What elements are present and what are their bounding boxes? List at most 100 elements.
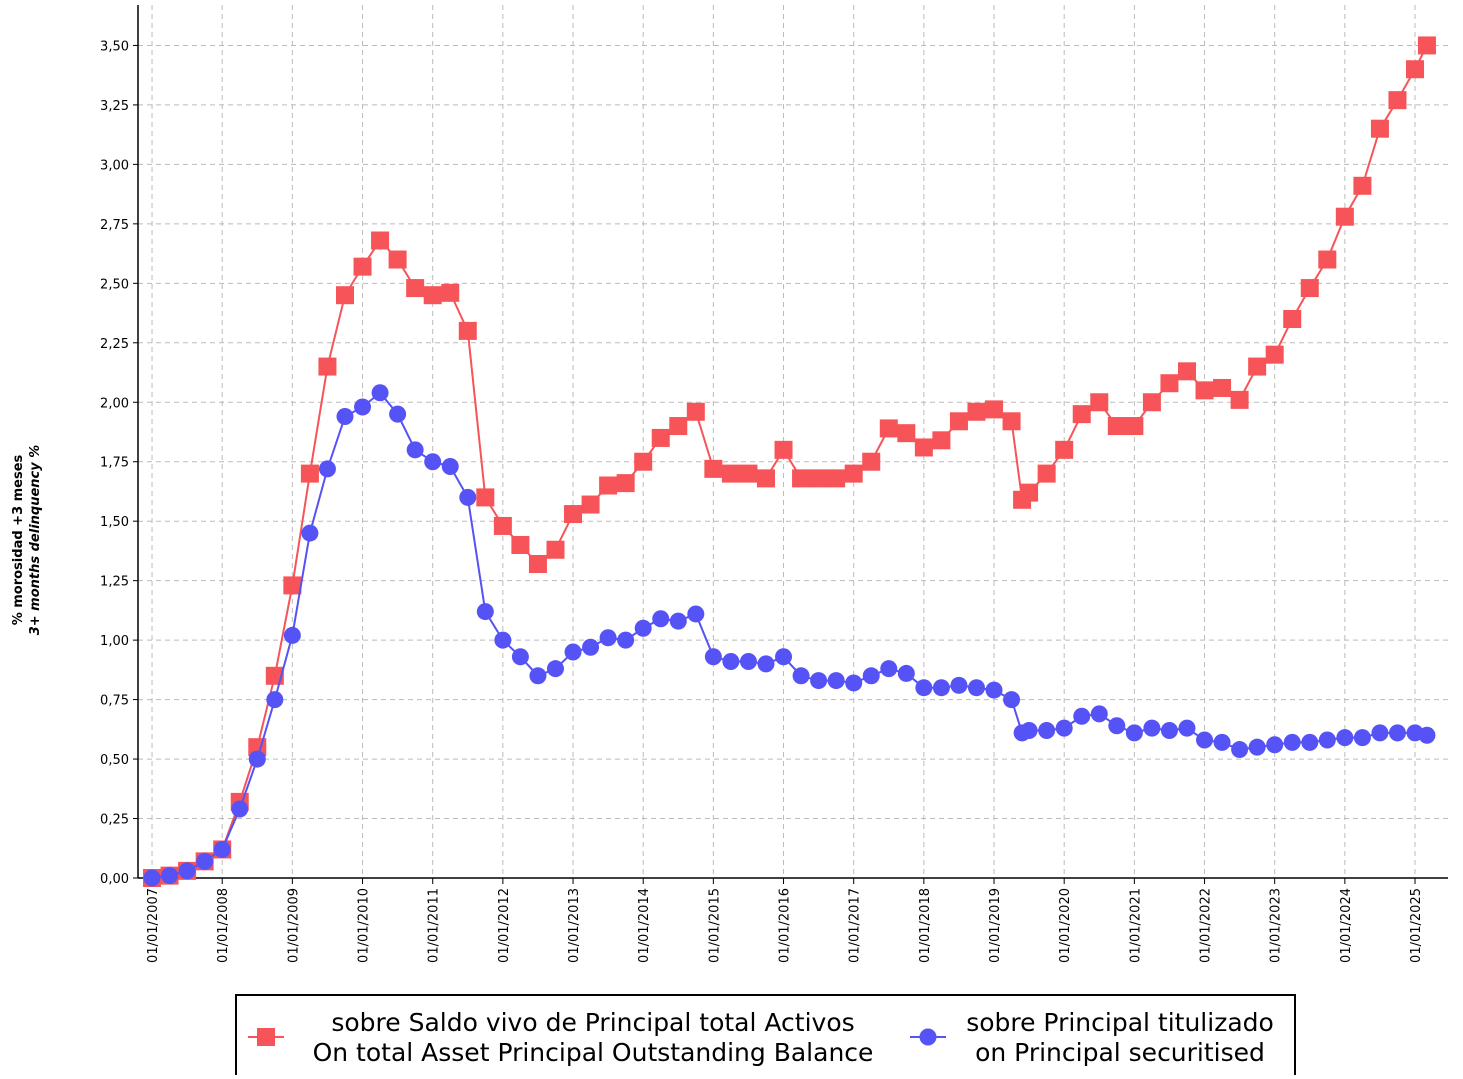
data-point	[301, 524, 319, 542]
data-point	[528, 555, 547, 574]
data-point	[932, 679, 950, 697]
data-point	[721, 464, 740, 483]
data-point	[1213, 378, 1232, 397]
data-point	[1073, 707, 1091, 725]
legend-marker	[257, 1028, 275, 1046]
data-point	[178, 862, 196, 880]
data-point	[1353, 729, 1371, 747]
data-point	[722, 653, 740, 671]
data-point	[1108, 717, 1126, 735]
series-line	[151, 391, 1428, 879]
data-point	[459, 488, 477, 506]
data-point	[1143, 719, 1161, 737]
data-point	[406, 279, 425, 298]
y-tick-label: 1,00	[100, 634, 129, 649]
data-point	[1370, 119, 1389, 138]
data-point	[511, 535, 530, 554]
data-point	[1300, 279, 1319, 298]
data-point	[1213, 733, 1231, 751]
data-point	[546, 660, 564, 678]
data-point	[1196, 731, 1214, 749]
data-point	[476, 603, 494, 621]
data-point	[1248, 357, 1267, 376]
x-tick-label: 01/01/2024	[1339, 888, 1354, 963]
data-point	[283, 626, 301, 644]
legend-label: On total Asset Principal Outstanding Bal…	[313, 1038, 874, 1067]
data-point	[775, 648, 793, 666]
data-point	[1055, 440, 1074, 459]
y-tick-label: 0,75	[100, 694, 129, 709]
data-point	[248, 750, 266, 768]
data-point	[581, 495, 600, 514]
data-point	[599, 476, 618, 495]
data-point	[686, 402, 705, 421]
data-point	[458, 321, 477, 340]
data-point	[827, 469, 846, 488]
data-point	[283, 576, 302, 595]
y-tick-label: 3,50	[100, 39, 129, 54]
data-point	[845, 674, 863, 692]
data-point	[336, 408, 354, 426]
data-point	[1388, 91, 1407, 110]
data-point	[1230, 390, 1249, 409]
data-point	[1388, 724, 1406, 742]
y-tick-label: 1,25	[100, 575, 129, 590]
data-point	[1038, 722, 1056, 740]
data-point	[756, 469, 775, 488]
data-point	[651, 428, 670, 447]
data-point	[669, 417, 688, 436]
y-axis-label: % morosidad +3 meses 3+ months delinquen…	[11, 445, 43, 636]
data-point	[704, 648, 722, 666]
data-point	[371, 384, 389, 402]
x-tick-label: 01/01/2015	[707, 888, 722, 963]
data-point	[1318, 250, 1337, 269]
data-point	[300, 464, 319, 483]
data-point	[810, 672, 828, 690]
y-tick-label: 2,00	[100, 396, 129, 411]
y-label-line: % morosidad +3 meses	[11, 454, 26, 625]
data-point	[1265, 345, 1284, 364]
data-point	[1336, 729, 1354, 747]
data-point	[985, 681, 1003, 699]
y-tick-label: 2,25	[100, 337, 129, 352]
data-point	[914, 438, 933, 457]
data-point	[827, 672, 845, 690]
data-point	[599, 629, 617, 647]
data-point	[879, 419, 898, 438]
data-point	[441, 283, 460, 302]
data-point	[1353, 176, 1372, 195]
x-tick-label: 01/01/2021	[1128, 888, 1143, 963]
data-point	[950, 676, 968, 694]
data-point	[1178, 719, 1196, 737]
data-point	[1037, 464, 1056, 483]
data-point	[511, 648, 529, 666]
data-point	[1020, 483, 1039, 502]
data-point	[546, 540, 565, 559]
data-point	[949, 412, 968, 431]
data-point	[1160, 722, 1178, 740]
data-point	[897, 424, 916, 443]
data-point	[1002, 412, 1021, 431]
data-point	[967, 679, 985, 697]
data-point	[231, 800, 249, 818]
x-tick-label: 01/01/2016	[778, 888, 793, 963]
x-tick-label: 01/01/2014	[637, 888, 652, 963]
x-tick-label: 01/01/2007	[146, 888, 161, 963]
data-point	[652, 610, 670, 628]
x-tick-label: 01/01/2020	[1058, 888, 1073, 963]
data-point	[318, 357, 337, 376]
y-tick-label: 3,25	[100, 99, 129, 114]
data-point	[143, 869, 161, 887]
data-point	[704, 459, 723, 478]
data-point	[1417, 36, 1436, 55]
data-point	[897, 664, 915, 682]
data-point	[915, 679, 933, 697]
data-point	[616, 474, 635, 493]
data-point	[196, 852, 214, 870]
data-point	[1125, 724, 1143, 742]
data-point	[1283, 309, 1302, 328]
data-point	[564, 505, 583, 524]
y-tick-label: 2,75	[100, 218, 129, 233]
data-point	[985, 400, 1004, 419]
